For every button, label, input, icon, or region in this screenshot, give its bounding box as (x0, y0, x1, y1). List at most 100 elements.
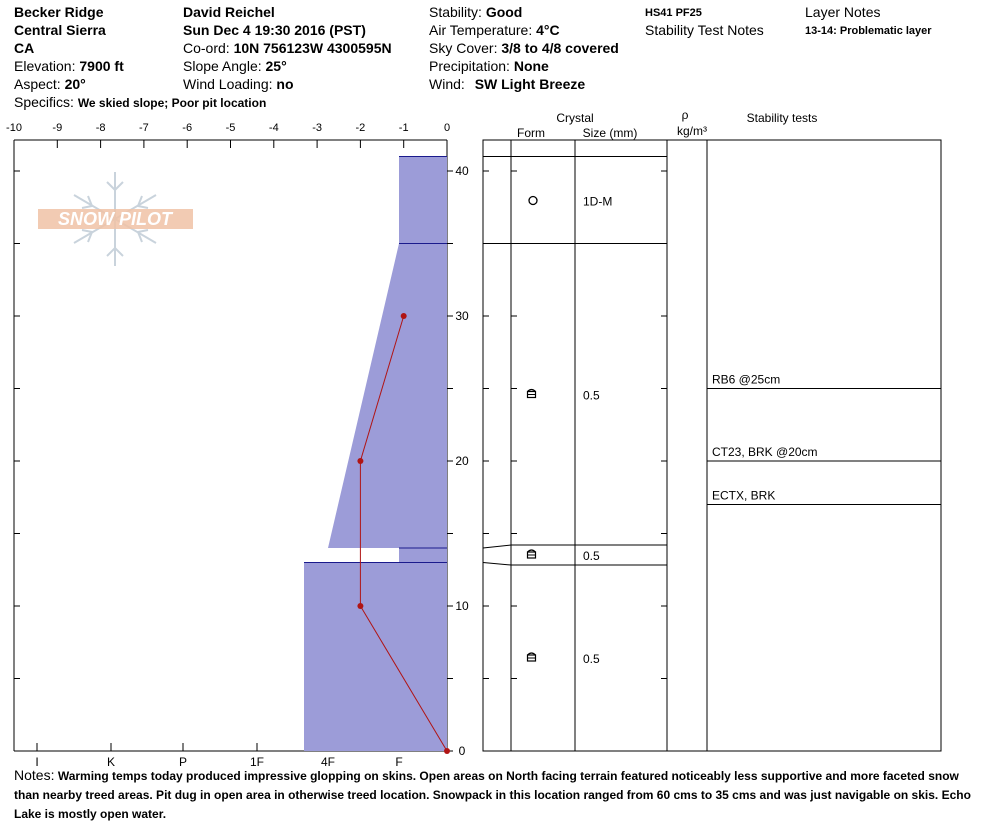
crystal-table: Crystal Form Size (mm) ρ kg/m³ Stability… (482, 108, 942, 752)
coord-label: Co-ord: (183, 40, 230, 56)
observation-datetime: Sun Dec 4 19:30 2016 (PST) (183, 22, 366, 38)
temp-tick-label: -7 (139, 122, 149, 134)
depth-tick-label: 20 (455, 454, 469, 468)
air-temp-value: 4°C (536, 22, 560, 38)
temp-tick-label: -1 (399, 122, 409, 134)
air-temp-label: Air Temperature: (429, 22, 533, 38)
temp-tick-label: -3 (312, 122, 322, 134)
hardness-axis: I K P 1F 4F F (35, 743, 403, 769)
notes: Notes: Warming temps today produced impr… (14, 766, 984, 824)
sky-row: Sky Cover: 3/8 to 4/8 covered (429, 39, 619, 57)
hardness-tick-label: 1F (250, 755, 264, 769)
faceted-rounded-icon (526, 388, 537, 399)
specifics-label: Specifics: (14, 94, 74, 110)
temperature-axis: -10 -9 -8 -7 -6 -5 -4 -3 -2 -1 0 (6, 122, 450, 148)
stability-label: Stability: (429, 4, 482, 20)
faceted-rounded-icon (526, 549, 537, 559)
coord-value: 10N 756123W 4300595N (233, 40, 392, 56)
layer-boundary (482, 544, 667, 549)
notes-label: Notes: (14, 767, 55, 783)
depth-tick-label: 40 (455, 164, 469, 178)
temperature-point (444, 748, 450, 754)
depth-tick-label: 30 (455, 309, 469, 323)
layer-notes-title: Layer Notes (805, 4, 881, 20)
hardness-tick-label: F (395, 755, 402, 769)
notes-text: Warming temps today produced impressive … (14, 769, 971, 821)
hardness-layer (304, 562, 447, 751)
temp-tick-label: -8 (96, 122, 106, 134)
hardness-tick-label: P (179, 755, 187, 769)
temperature-point (357, 603, 364, 609)
location-name: Becker Ridge (14, 4, 104, 20)
coord-row: Co-ord: 10N 756123W 4300595N (183, 39, 392, 57)
layer-note: 13-14: Problematic layer (805, 25, 932, 37)
hardness-layer (328, 243, 447, 548)
temp-tick-label: -5 (226, 122, 236, 134)
layer-rows: 1D-M 0.5 0.5 0.5 (526, 195, 612, 666)
hardness-layer (399, 156, 447, 244)
crystal-size: 0.5 (583, 549, 600, 563)
elevation-value: 7900 ft (79, 58, 124, 74)
temperature-point (357, 458, 364, 464)
crystal-header: Crystal (556, 111, 593, 125)
precip-row: Precipitation: None (429, 57, 549, 75)
form-header: Form (517, 126, 545, 140)
crystal-size: 0.5 (583, 652, 600, 666)
temp-tick-label: -10 (6, 122, 22, 134)
mountain-range: Central Sierra (14, 22, 106, 38)
elevation-label: Elevation: (14, 58, 76, 74)
precip-label: Precipitation: (429, 58, 510, 74)
depth-tick-label: 10 (455, 599, 469, 613)
logo-text: SNOW PILOT (58, 209, 174, 229)
sky-label: Sky Cover: (429, 40, 498, 56)
wind-loading-value: no (276, 76, 294, 92)
elevation-row: Elevation: 7900 ft (14, 57, 124, 75)
logo-band (38, 209, 193, 229)
temperature-line (359, 315, 448, 752)
stability-test-rows: RB6 @25cm CT23, BRK @20cm ECTX, BRK (707, 373, 941, 505)
temperature-point (400, 313, 407, 319)
stability-test-label: RB6 @25cm (712, 373, 780, 387)
depth-axis: 0 10 20 30 40 (14, 164, 469, 758)
specifics-value: We skied slope; Poor pit location (77, 96, 267, 110)
aspect-label: Aspect: (14, 76, 61, 92)
density-unit-header: kg/m³ (677, 124, 707, 138)
precip-value: None (513, 58, 549, 74)
wind-loading-label: Wind Loading: (183, 76, 273, 92)
table-depth-ticks (483, 170, 667, 752)
layer-boundary (482, 562, 667, 566)
slope-label: Slope Angle: (183, 58, 262, 74)
temperature-profile (357, 313, 450, 754)
stability-value: Good (485, 4, 523, 20)
layer-boundaries (482, 156, 667, 566)
temp-tick-label: -2 (356, 122, 366, 134)
faceted-rounded-icon (526, 652, 537, 662)
state: CA (14, 40, 35, 56)
hardness-tick-label: I (35, 755, 38, 769)
specifics-row: Specifics: We skied slope; Poor pit loca… (14, 93, 266, 112)
crystal-size: 1D-M (583, 195, 612, 209)
stability-test-notes-title: Stability Test Notes (645, 22, 764, 38)
temp-tick-label: 0 (444, 122, 450, 134)
wind-loading-row: Wind Loading: no (183, 75, 294, 93)
wind-value: SW Light Breeze (474, 76, 586, 92)
stability-test-label: CT23, BRK @20cm (712, 445, 818, 459)
observer-name: David Reichel (183, 4, 275, 20)
depth-tick-label: 0 (459, 744, 466, 758)
hardness-layer (399, 548, 447, 563)
stability-test-label: ECTX, BRK (712, 489, 775, 503)
temp-tick-label: -9 (52, 122, 62, 134)
crystal-size: 0.5 (583, 389, 600, 403)
air-temp-row: Air Temperature: 4°C (429, 21, 560, 39)
hardness-tick-label: 4F (321, 755, 335, 769)
stability-row: Stability: Good (429, 3, 522, 21)
sky-value: 3/8 to 4/8 covered (501, 40, 619, 56)
aspect-row: Aspect: 20° (14, 75, 86, 93)
rho-header: ρ (682, 108, 689, 122)
aspect-value: 20° (64, 76, 86, 92)
wind-label: Wind: (429, 76, 465, 92)
slope-row: Slope Angle: 25° (183, 57, 287, 75)
size-header: Size (mm) (583, 126, 638, 140)
hardness-tick-label: K (107, 755, 115, 769)
